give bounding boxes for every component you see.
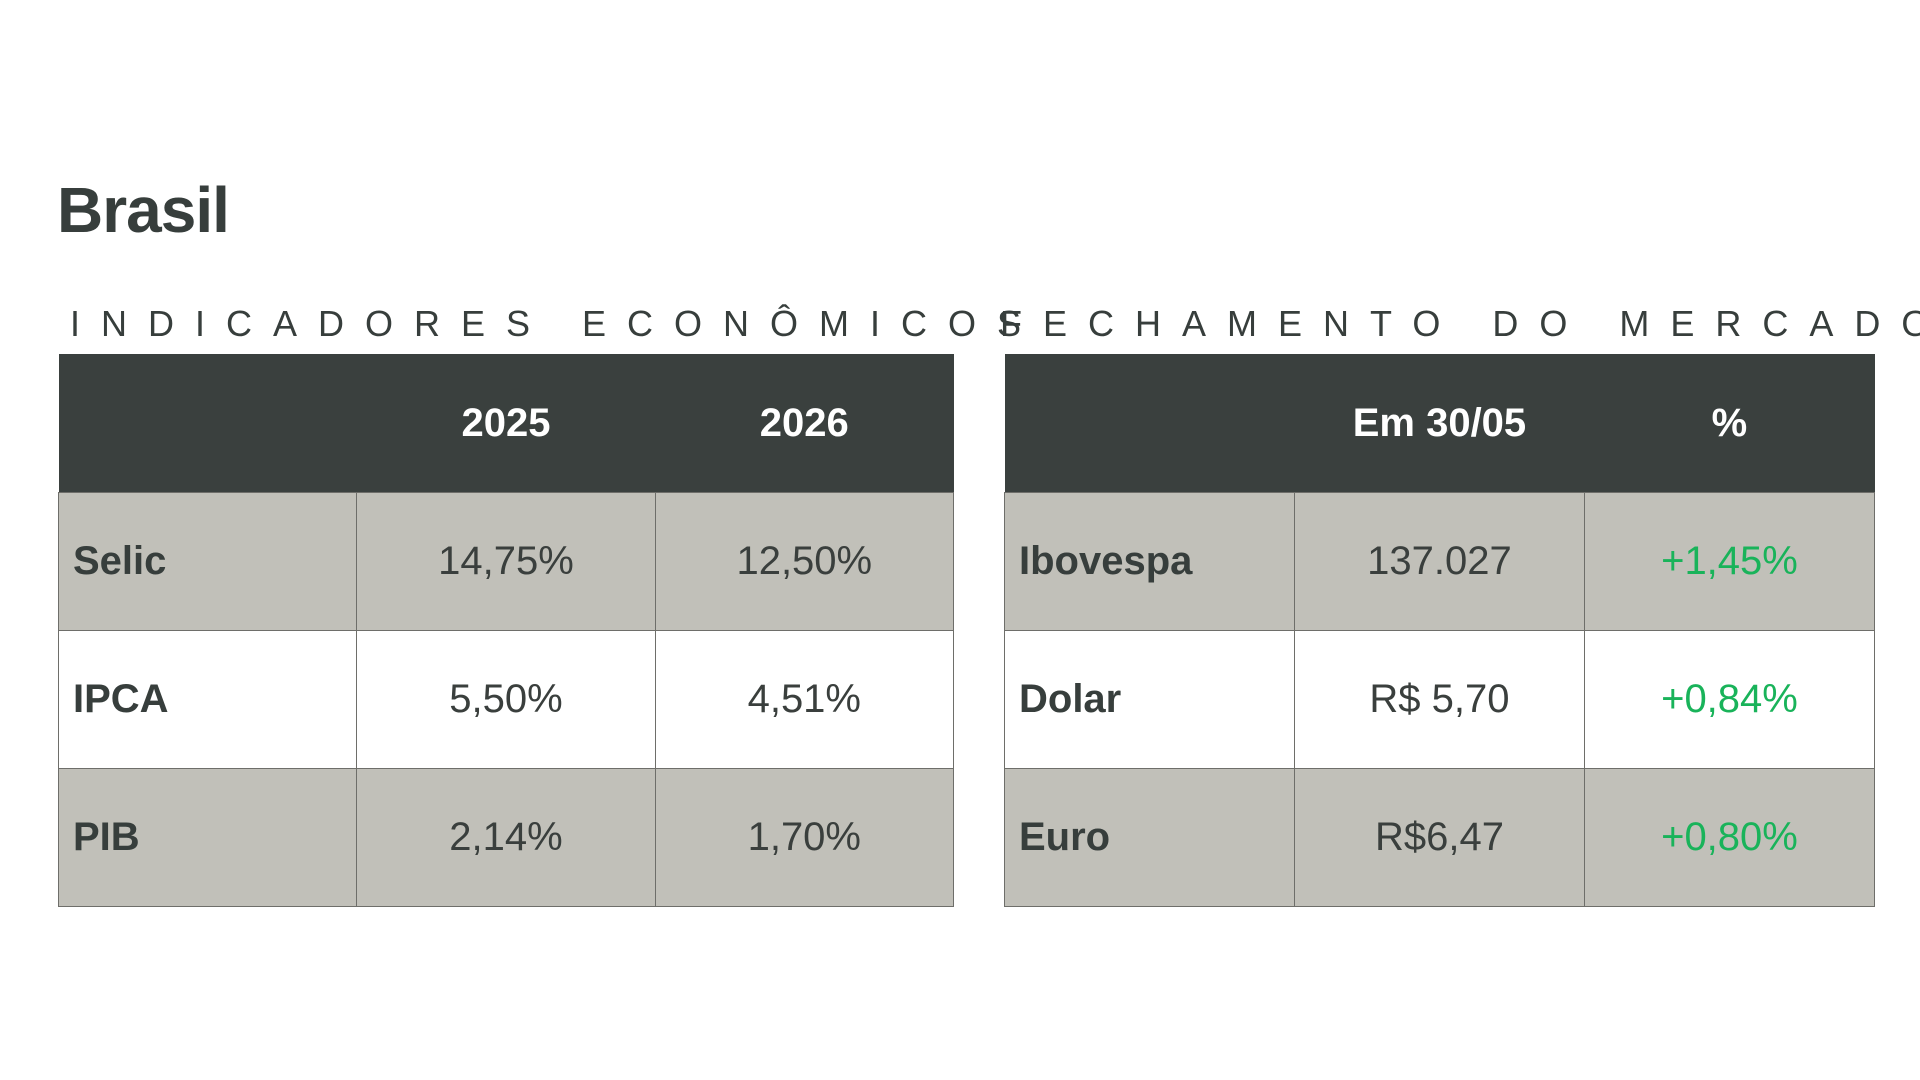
market-label: FECHAMENTO DO MERCADO [1000,303,1920,344]
indicators-label: INDICADORES ECONÔMICOS [70,303,1043,344]
table-row: Dolar R$ 5,70 +0,84% [1004,630,1876,769]
page-title: Brasil [57,174,230,246]
table-cell: 5,50% [356,630,656,769]
table-header-row: 2025 2026 [58,354,954,493]
header-cell-2025: 2025 [356,354,656,493]
table-cell: 14,75% [356,492,656,631]
table-cell: 4,51% [654,630,955,769]
table-row: PIB 2,14% 1,70% [57,768,955,907]
table-row: Euro R$6,47 +0,80% [1004,768,1876,907]
table-cell: 2,14% [356,768,656,907]
header-cell-empty [58,354,357,493]
header-cell-empty [1004,354,1295,493]
row-label: IPCA [57,630,358,769]
row-label: Selic [57,492,358,631]
change-cell: +0,84% [1583,630,1876,769]
table-cell: R$ 5,70 [1293,630,1585,769]
table-cell: R$6,47 [1293,768,1585,907]
row-label: PIB [57,768,358,907]
table-row: IPCA 5,50% 4,51% [57,630,955,769]
header-cell-percent: % [1584,354,1875,493]
change-cell: +1,45% [1583,492,1876,631]
header-cell-date: Em 30/05 [1294,354,1585,493]
table-row: Selic 14,75% 12,50% [57,492,955,631]
table-cell: 137.027 [1293,492,1585,631]
table-row: Ibovespa 137.027 +1,45% [1004,492,1876,631]
row-label: Ibovespa [1004,492,1295,631]
table-header-row: Em 30/05 % [1004,354,1875,493]
table-cell: 12,50% [654,492,955,631]
row-label: Dolar [1004,630,1295,769]
change-cell: +0,80% [1583,768,1876,907]
market-table: Em 30/05 % Ibovespa 137.027 +1,45% Dolar… [1004,354,1876,907]
table-cell: 1,70% [654,768,955,907]
row-label: Euro [1004,768,1295,907]
indicators-table: 2025 2026 Selic 14,75% 12,50% IPCA 5,50%… [57,354,955,907]
header-cell-2026: 2026 [655,354,954,493]
